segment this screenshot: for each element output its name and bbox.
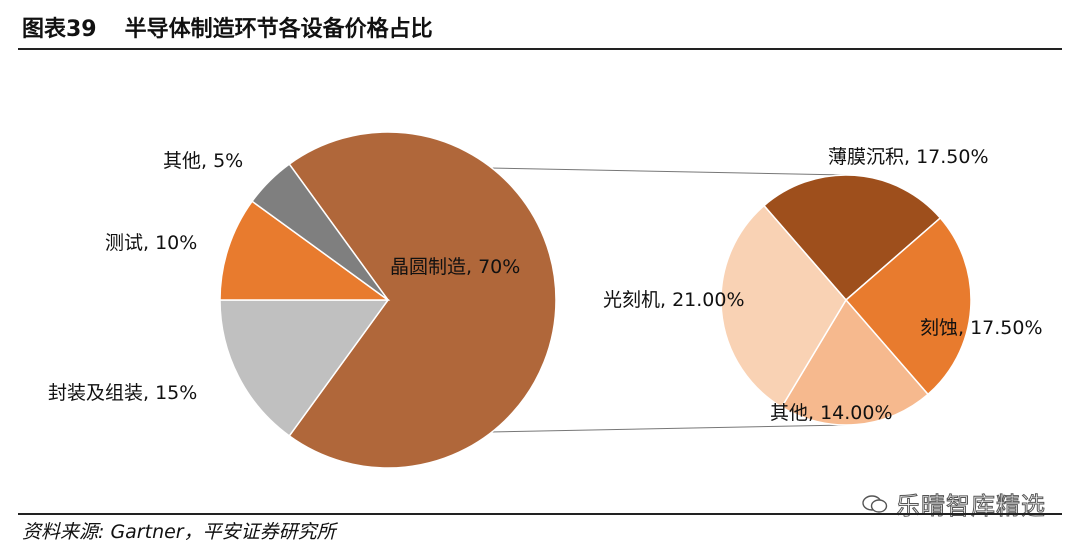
main-label-test: 测试, 10% — [105, 232, 197, 254]
sub-pie-slice-3 — [720, 204, 847, 409]
figure-number: 图表39 — [22, 17, 97, 42]
main-pie-slice-3 — [251, 163, 389, 301]
sub-label-litho: 光刻机, 21.00% — [603, 289, 745, 311]
main-label-wafer: 晶圆制造, 70% — [390, 256, 520, 278]
source-note: 资料来源: Gartner，平安证券研究所 — [22, 521, 336, 543]
header-rule — [18, 48, 1062, 50]
main-pie-slice-0 — [288, 131, 557, 469]
watermark-text: 乐晴智库精选 — [896, 492, 1046, 521]
sub-pie — [720, 174, 972, 426]
sub-pie-slice-2 — [780, 298, 930, 426]
figure-header: 图表39 半导体制造环节各设备价格占比 — [22, 10, 433, 44]
figure-title: 半导体制造环节各设备价格占比 — [124, 17, 433, 42]
main-pie — [219, 131, 557, 469]
main-pie-slice-1 — [219, 299, 390, 437]
sub-pie-slice-1 — [844, 216, 972, 396]
sub-pie-slice-0 — [762, 174, 942, 302]
watermark: 乐晴智库精选 — [862, 486, 1046, 521]
main-pie-slice-2 — [219, 200, 391, 301]
sub-label-other: 其他, 14.00% — [770, 402, 893, 424]
wechat-icon — [862, 494, 888, 513]
main-label-other: 其他, 5% — [163, 150, 243, 172]
footer-rule — [18, 513, 1062, 515]
main-label-packaging: 封装及组装, 15% — [48, 382, 197, 404]
sub-label-etch: 刻蚀, 17.50% — [920, 317, 1043, 339]
sub-label-thinfilm: 薄膜沉积, 17.50% — [828, 146, 989, 168]
